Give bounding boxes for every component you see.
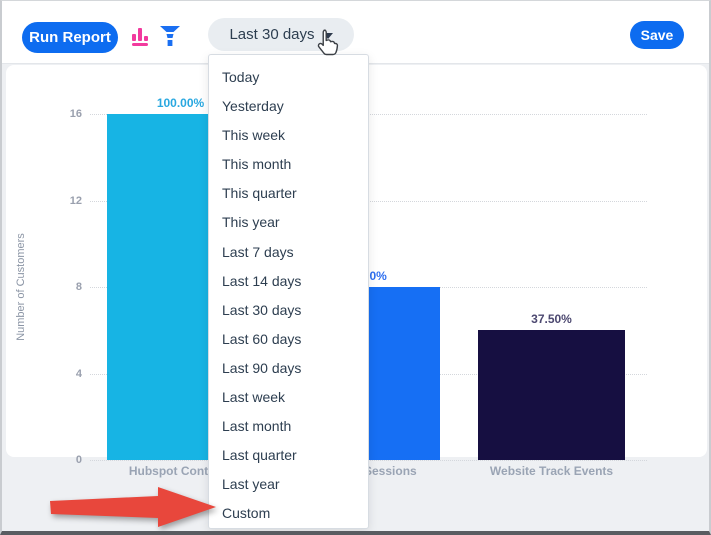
menu-item-last-7-days[interactable]: Last 7 days bbox=[222, 243, 294, 260]
menu-item-last-week[interactable]: Last week bbox=[222, 389, 286, 406]
x-axis-label: Website Track Events bbox=[489, 464, 614, 478]
menu-item-last-30-days[interactable]: Last 30 days bbox=[222, 301, 302, 318]
save-button[interactable]: Save bbox=[630, 21, 684, 49]
y-tick-label: 4 bbox=[75, 367, 82, 380]
menu-item-last-90-days[interactable]: Last 90 days bbox=[222, 359, 302, 376]
date-range-dropdown[interactable]: Last 30 days bbox=[208, 18, 354, 51]
menu-item-last-quarter[interactable]: Last quarter bbox=[222, 447, 297, 464]
menu-item-this-week[interactable]: This week bbox=[222, 127, 286, 144]
menu-item-this-quarter[interactable]: This quarter bbox=[222, 185, 297, 202]
filter-button[interactable] bbox=[159, 25, 181, 50]
red-arrow-annotation bbox=[50, 487, 216, 527]
chart-type-icon[interactable] bbox=[131, 26, 153, 49]
menu-item-this-year[interactable]: This year bbox=[222, 214, 280, 231]
y-axis-title: Number of Customers bbox=[15, 233, 27, 341]
bar-website-track-events[interactable] bbox=[478, 330, 625, 460]
menu-item-last-year[interactable]: Last year bbox=[222, 476, 280, 493]
toolbar: Run Report Last 30 days Save bbox=[2, 1, 709, 64]
run-report-button[interactable]: Run Report bbox=[22, 22, 118, 53]
y-tick-label: 12 bbox=[69, 194, 82, 207]
menu-item-last-14-days[interactable]: Last 14 days bbox=[222, 272, 302, 289]
y-tick-label: 0 bbox=[75, 454, 82, 466]
column-chart-icon bbox=[132, 28, 148, 46]
y-tick-label: 8 bbox=[75, 281, 82, 293]
menu-item-this-month[interactable]: This month bbox=[222, 156, 292, 173]
menu-item-last-month[interactable]: Last month bbox=[222, 418, 292, 435]
percent-label: 100.00% bbox=[156, 96, 205, 110]
menu-item-yesterday[interactable]: Yesterday bbox=[222, 98, 284, 115]
menu-item-custom[interactable]: Custom bbox=[222, 505, 271, 522]
x-axis-label: Sessions bbox=[364, 464, 417, 478]
date-range-menu: Today Yesterday This week This month This qu… bbox=[208, 54, 369, 529]
date-range-value: Last 30 days bbox=[229, 26, 315, 43]
y-tick-label: 16 bbox=[69, 108, 82, 120]
menu-item-today[interactable]: Today bbox=[222, 69, 260, 85]
menu-item-last-60-days[interactable]: Last 60 days bbox=[222, 330, 302, 347]
funnel-filter-icon bbox=[160, 26, 180, 46]
percent-label: 37.50% bbox=[531, 312, 572, 327]
chevron-down-icon bbox=[322, 32, 333, 39]
x-axis-label: Hubspot Contacts bbox=[128, 464, 233, 478]
